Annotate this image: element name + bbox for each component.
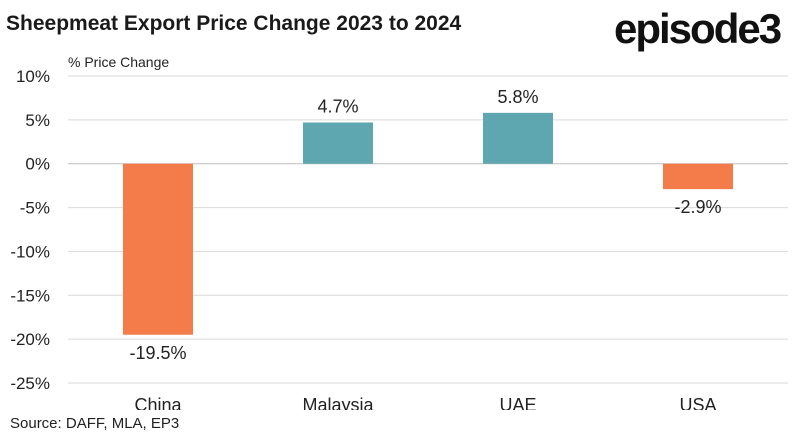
chart-title: Sheepmeat Export Price Change 2023 to 20… — [6, 12, 462, 35]
y-tick-label: 5% — [25, 111, 50, 130]
y-axis-label: % Price Change — [68, 54, 169, 70]
bar-usa — [663, 163, 733, 190]
source-note: Source: DAFF, MLA, EP3 — [10, 415, 180, 432]
bar-uae — [483, 112, 553, 164]
y-tick-label: 10% — [16, 67, 50, 86]
x-axis-categories: China Malaysia UAE USA — [134, 395, 716, 410]
data-labels: -19.5% 4.7% 5.8% -2.9% — [129, 87, 721, 363]
bar-malaysia — [303, 122, 373, 164]
bar-china — [123, 163, 193, 335]
y-tick-label: 0% — [25, 155, 50, 174]
bars — [123, 112, 733, 335]
data-label-malaysia: 4.7% — [317, 96, 358, 116]
y-tick-label: -10% — [10, 242, 50, 261]
category-label-malaysia: Malaysia — [302, 395, 374, 410]
y-tick-label: -5% — [20, 199, 50, 218]
category-label-usa: USA — [679, 395, 716, 410]
bar-chart: 10% 5% 0% -5% -10% -15% -20% -25% -19.5% 4.7% 5.8… — [10, 54, 788, 410]
category-label-uae: UAE — [499, 395, 536, 410]
data-label-usa: -2.9% — [674, 197, 721, 217]
data-label-uae: 5.8% — [497, 87, 538, 107]
data-label-china: -19.5% — [129, 343, 186, 363]
y-tick-label: -25% — [10, 374, 50, 393]
y-tick-label: -20% — [10, 330, 50, 349]
y-tick-label: -15% — [10, 286, 50, 305]
category-label-china: China — [134, 395, 182, 410]
y-axis-ticks: 10% 5% 0% -5% -10% -15% -20% -25% — [10, 67, 50, 393]
episode3-logo: episode3 — [614, 5, 782, 52]
